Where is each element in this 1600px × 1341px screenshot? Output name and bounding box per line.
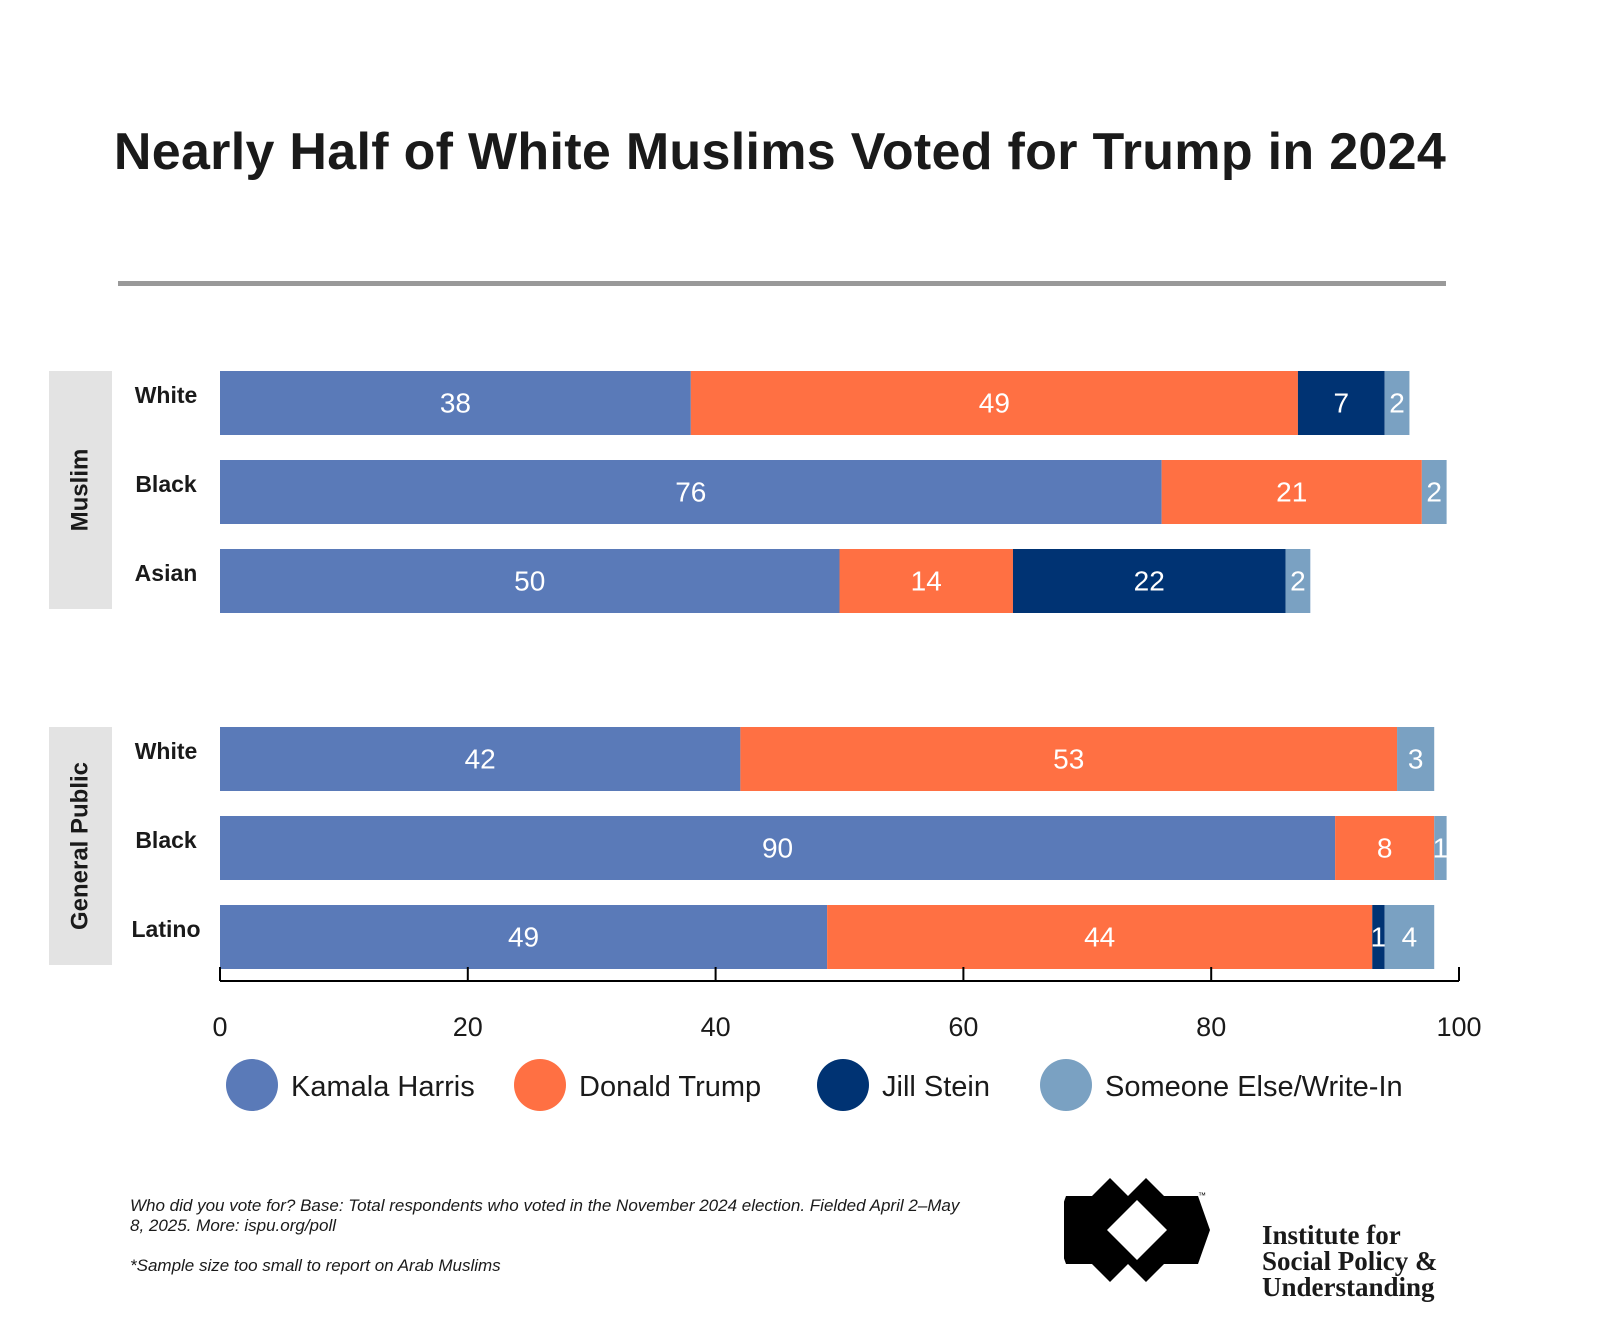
data-label: 49 bbox=[979, 387, 1010, 418]
row-label: Black bbox=[135, 827, 197, 853]
legend-swatch bbox=[817, 1059, 869, 1111]
legend-label: Jill Stein bbox=[882, 1071, 990, 1103]
row-label: White bbox=[135, 738, 198, 764]
data-label: 8 bbox=[1377, 832, 1393, 863]
bar-segment-kamala-harris bbox=[220, 727, 741, 791]
data-label: 50 bbox=[514, 565, 545, 596]
bar-segment-donald-trump bbox=[839, 549, 1013, 613]
group-label: General Public bbox=[66, 762, 93, 930]
bar-segment-kamala-harris bbox=[220, 549, 840, 613]
row-label: White bbox=[135, 382, 198, 408]
bar-segment-someone-else-write-in bbox=[1384, 371, 1410, 435]
logo-line-2: Social Policy & bbox=[1262, 1246, 1438, 1276]
ispu-logo-icon: ™ bbox=[1064, 1178, 1210, 1282]
group-label-box bbox=[49, 371, 112, 609]
bar-segment-donald-trump bbox=[827, 905, 1373, 969]
bar-segment-someone-else-write-in bbox=[1384, 905, 1435, 969]
data-label: 2 bbox=[1426, 476, 1442, 507]
data-label: 4 bbox=[1402, 921, 1418, 952]
logo-tm: ™ bbox=[1198, 1191, 1206, 1200]
x-tick-label: 0 bbox=[212, 1012, 227, 1042]
x-tick-label: 20 bbox=[453, 1012, 483, 1042]
data-label: 53 bbox=[1053, 743, 1084, 774]
bar-segment-someone-else-write-in bbox=[1434, 816, 1447, 880]
x-tick-label: 40 bbox=[701, 1012, 731, 1042]
data-label: 1 bbox=[1371, 921, 1387, 952]
bar-segment-kamala-harris bbox=[220, 460, 1162, 524]
x-tick-label: 60 bbox=[948, 1012, 978, 1042]
data-label: 76 bbox=[675, 476, 706, 507]
group-label: Muslim bbox=[66, 449, 93, 532]
data-label: 14 bbox=[911, 565, 942, 596]
row-label: Asian bbox=[135, 560, 198, 586]
data-label: 22 bbox=[1134, 565, 1165, 596]
data-label: 3 bbox=[1408, 743, 1424, 774]
bar-segment-jill-stein bbox=[1372, 905, 1385, 969]
legend-label: Donald Trump bbox=[579, 1071, 761, 1103]
bar-segment-kamala-harris bbox=[220, 816, 1336, 880]
bar-segment-kamala-harris bbox=[220, 371, 691, 435]
footnote-note: *Sample size too small to report on Arab… bbox=[130, 1256, 501, 1275]
data-label: 38 bbox=[440, 387, 471, 418]
bar-segment-someone-else-write-in bbox=[1397, 727, 1435, 791]
data-label: 7 bbox=[1334, 387, 1350, 418]
bar-segment-jill-stein bbox=[1297, 371, 1385, 435]
chart-title: Nearly Half of White Muslims Voted for T… bbox=[113, 123, 1447, 181]
data-label: 2 bbox=[1290, 565, 1306, 596]
legend-swatch bbox=[226, 1059, 278, 1111]
data-label: 44 bbox=[1084, 921, 1115, 952]
data-label: 1 bbox=[1433, 832, 1449, 863]
data-label: 90 bbox=[762, 832, 793, 863]
logo-text: Institute for Social Policy & Understand… bbox=[1262, 1220, 1438, 1302]
legend-swatch bbox=[514, 1059, 566, 1111]
x-tick-label: 100 bbox=[1436, 1012, 1481, 1042]
x-tick-label: 80 bbox=[1196, 1012, 1226, 1042]
bar-segment-donald-trump bbox=[690, 371, 1298, 435]
data-label: 21 bbox=[1276, 476, 1307, 507]
row-label: Latino bbox=[132, 916, 201, 942]
title-divider bbox=[118, 281, 1446, 286]
bar-segment-someone-else-write-in bbox=[1421, 460, 1447, 524]
data-label: 49 bbox=[508, 921, 539, 952]
legend-label: Kamala Harris bbox=[291, 1071, 475, 1103]
logo-line-1: Institute for bbox=[1262, 1220, 1401, 1250]
bar-segment-someone-else-write-in bbox=[1285, 549, 1311, 613]
legend-swatch bbox=[1040, 1059, 1092, 1111]
group-label-box bbox=[49, 727, 112, 965]
bar-segment-donald-trump bbox=[740, 727, 1398, 791]
bar-segment-jill-stein bbox=[1012, 549, 1286, 613]
logo-line-3: Understanding bbox=[1262, 1272, 1435, 1302]
legend-label: Someone Else/Write-In bbox=[1105, 1071, 1403, 1103]
bar-segment-donald-trump bbox=[1335, 816, 1435, 880]
footnote-question: Who did you vote for? Base: Total respon… bbox=[130, 1196, 960, 1235]
data-label: 2 bbox=[1389, 387, 1405, 418]
row-label: Black bbox=[135, 471, 197, 497]
bar-segment-kamala-harris bbox=[220, 905, 828, 969]
data-label: 42 bbox=[465, 743, 496, 774]
bar-segment-donald-trump bbox=[1161, 460, 1422, 524]
